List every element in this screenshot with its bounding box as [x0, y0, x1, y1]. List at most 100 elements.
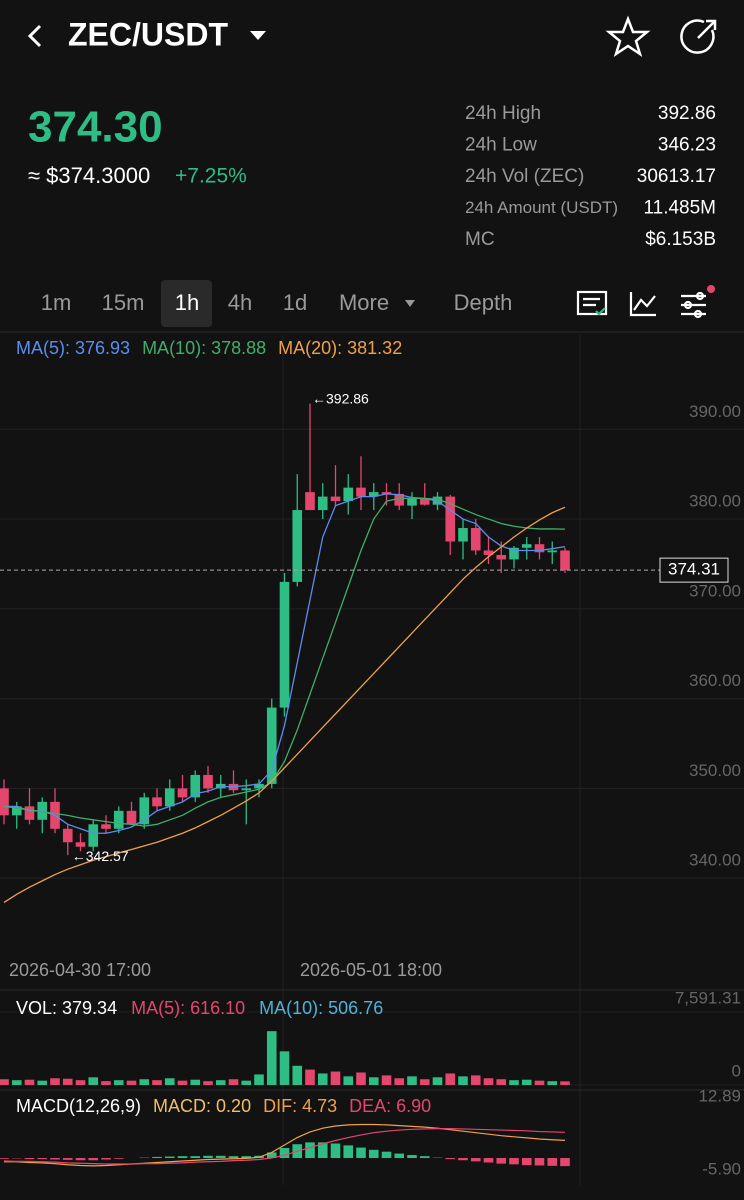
candle-body	[62, 828, 73, 843]
volume-bar	[407, 1076, 417, 1085]
macd-bar	[547, 1158, 558, 1166]
ma-line	[4, 493, 566, 834]
interval-tab[interactable]: More	[339, 290, 389, 315]
volume-bar	[101, 1081, 111, 1085]
candle-body	[177, 788, 188, 798]
volume-bar	[152, 1080, 162, 1085]
interval-tab[interactable]: 4h	[228, 290, 252, 315]
volume-bar	[317, 1073, 328, 1085]
macd-bar	[317, 1142, 328, 1159]
candle-body	[164, 788, 175, 807]
candle-body	[190, 774, 201, 798]
volume-bar	[509, 1080, 519, 1085]
macd-bar	[266, 1152, 277, 1159]
macd-bar	[241, 1156, 252, 1159]
interval-tab[interactable]: 1d	[283, 290, 307, 315]
volume-legend: VOL: 379.34	[16, 998, 117, 1018]
y-tick-label: 350.00	[689, 761, 741, 780]
macd-bar	[24, 1158, 35, 1160]
favorite-icon[interactable]	[605, 15, 651, 57]
y-tick-label: 380.00	[689, 492, 741, 511]
interval-tab[interactable]: 15m	[102, 290, 145, 315]
macd-bar	[279, 1147, 290, 1159]
macd-bar	[356, 1147, 366, 1159]
low-arrow: ←	[72, 848, 86, 864]
macd-bar	[62, 1158, 73, 1160]
y-tick-label: 390.00	[689, 402, 741, 421]
high-label: 392.86	[326, 390, 369, 406]
back-button[interactable]	[27, 24, 42, 48]
interval-tab[interactable]: 1h	[175, 290, 199, 315]
candle-body	[139, 797, 150, 825]
candle-body	[113, 810, 124, 829]
volume-bar	[547, 1081, 558, 1085]
stat-value: 30613.17	[637, 166, 716, 187]
stat-value: 11.485M	[643, 198, 716, 219]
macd-bar	[190, 1156, 201, 1159]
volume-bar	[50, 1078, 60, 1085]
volume-bar	[126, 1080, 137, 1085]
candle-body	[407, 498, 417, 506]
filter-icon[interactable]	[681, 291, 706, 319]
y-tick-label: 12.89	[698, 1086, 741, 1105]
volume-bar	[445, 1073, 456, 1085]
macd-bar	[445, 1158, 456, 1160]
candle-body	[330, 496, 341, 502]
macd-bar	[88, 1158, 99, 1161]
candle-body	[547, 550, 558, 553]
candle-body	[509, 547, 519, 560]
volume-bar	[62, 1078, 73, 1085]
candle-body	[24, 806, 35, 820]
stat-label: 24h High	[465, 103, 541, 124]
candle-body	[292, 510, 303, 582]
candle-body	[483, 550, 494, 555]
macd-bar	[560, 1158, 570, 1167]
dif-line	[4, 1123, 566, 1167]
last-price-tag: 374.31	[668, 560, 720, 579]
candle-body	[496, 554, 507, 560]
volume-bar	[368, 1077, 379, 1085]
candle-body	[241, 788, 252, 791]
volume-bar	[75, 1080, 86, 1085]
y-tick-label: 7,591.31	[675, 988, 741, 1007]
candle-body	[0, 788, 9, 816]
chart-settings-icon[interactable]	[576, 290, 608, 316]
pair-dropdown[interactable]	[250, 31, 266, 40]
dea-line	[3, 1127, 566, 1165]
volume-bar	[560, 1081, 570, 1085]
interval-tab[interactable]: Depth	[454, 290, 513, 315]
volume-bar	[0, 1079, 9, 1085]
stat-value: 346.23	[658, 135, 716, 156]
macd-bar	[113, 1158, 124, 1159]
macd-bar	[343, 1145, 354, 1159]
volume-bar	[177, 1080, 188, 1085]
candle-body	[203, 774, 213, 789]
low-label: 342.57	[86, 848, 129, 864]
candle-body	[254, 783, 264, 789]
macd-legend: MACD: 0.20	[153, 1096, 251, 1116]
filter-badge	[707, 285, 715, 293]
ma-line	[3, 497, 566, 827]
indicator-icon[interactable]	[629, 292, 656, 317]
volume-bar	[139, 1079, 150, 1085]
candle-body	[279, 581, 290, 708]
volume-bar	[113, 1080, 124, 1085]
candle-body	[381, 492, 392, 494]
candle-body	[368, 492, 379, 497]
interval-tab[interactable]: 1m	[41, 290, 72, 315]
macd-bar	[419, 1156, 430, 1159]
candle-body	[152, 797, 162, 807]
candle-body	[343, 487, 354, 502]
more-dropdown[interactable]	[405, 300, 415, 307]
macd-bar	[407, 1155, 417, 1159]
candle-body	[394, 493, 405, 506]
share-icon[interactable]	[680, 19, 717, 54]
candle-body	[126, 810, 137, 825]
volume-bar	[381, 1075, 392, 1085]
volume-bar	[279, 1051, 290, 1085]
macd-bar	[203, 1155, 213, 1159]
last-price-box	[659, 557, 729, 583]
pair-title[interactable]: ZEC/USDT	[68, 16, 228, 52]
volume-bar	[521, 1079, 532, 1085]
